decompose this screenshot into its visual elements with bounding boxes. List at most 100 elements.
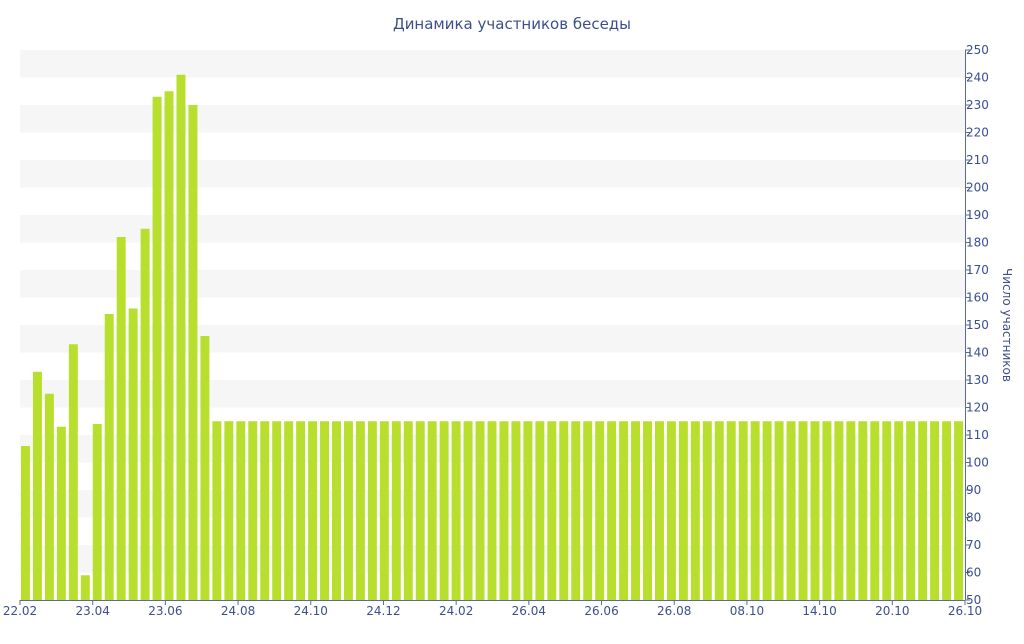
bar [786,421,796,600]
bar [140,228,150,600]
bar [595,421,605,600]
bar [906,421,916,600]
y-tick-label: 150 [966,318,989,332]
bar [200,336,210,600]
bar [92,424,102,600]
bar [798,421,808,600]
bar [894,421,904,600]
x-tick-label: 14.10 [802,604,836,618]
bar [248,421,258,600]
y-tick-label: 110 [966,428,989,442]
y-tick-label: 190 [966,208,989,222]
bar [511,421,521,600]
grid-band [20,325,965,353]
y-tick-label: 200 [966,181,989,195]
y-tick-label: 90 [966,483,981,497]
grid-band [20,215,965,243]
bar [631,421,641,600]
x-tick-label: 24.12 [366,604,400,618]
bar [272,421,282,600]
grid-band [20,380,965,408]
y-tick-label: 160 [966,291,989,305]
bar [547,421,557,600]
bar [343,421,353,600]
bar [152,96,162,600]
bar [296,421,306,600]
bar [355,421,365,600]
bar [475,421,485,600]
grid-band [20,105,965,133]
bar [702,421,712,600]
bar [714,421,724,600]
bar [954,421,963,600]
bar [774,421,784,600]
x-tick-label: 08.10 [730,604,764,618]
chart-title: Динамика участников беседы [393,15,631,33]
bar [284,421,294,600]
bar [762,421,772,600]
bars [21,74,963,600]
bar [32,371,42,600]
bar [523,421,533,600]
bar [930,421,940,600]
y-tick-label: 140 [966,346,989,360]
y-tick-label: 180 [966,236,989,250]
bar [870,421,880,600]
bar [379,421,389,600]
bar [391,421,401,600]
bar [918,421,928,600]
y-tick-label: 220 [966,126,989,140]
y-tick-label: 210 [966,153,989,167]
y-tick-label: 250 [966,43,989,57]
bar [44,393,54,600]
bar [116,237,126,600]
bar [666,421,676,600]
x-tick-label: 24.10 [294,604,328,618]
bar [463,421,473,600]
bar [56,426,66,600]
bar [643,421,652,600]
bar [104,314,114,600]
axes: 50 60 70 80 90 100 110 120 130 140 150 160 170 180 190… [3,43,989,618]
bar [822,421,832,600]
bar [499,421,509,600]
bar [128,308,138,600]
bar [164,91,174,600]
bar [810,421,820,600]
bar [619,421,629,600]
x-tick-label: 24.02 [439,604,473,618]
y-tick-label: 230 [966,98,989,112]
x-tick-label: 20.10 [875,604,909,618]
y-tick-label: 100 [966,456,989,470]
bar [834,421,844,600]
bar [726,421,736,600]
x-tick-label: 26.06 [584,604,618,618]
bar [451,421,461,600]
bar [858,421,868,600]
bar [415,421,425,600]
bar [212,421,222,600]
bar [583,421,593,600]
bar [260,421,270,600]
y-tick-label: 50 [966,593,981,607]
y-axis-label: Число участников [1000,268,1014,382]
bar [654,421,664,600]
bar [535,421,545,600]
bar [21,446,30,600]
x-tick-label: 24.08 [221,604,255,618]
grid-band [20,270,965,298]
grid-band [20,160,965,188]
bar [487,421,497,600]
y-tick-label: 120 [966,401,989,415]
bar [403,421,413,600]
bar [439,421,449,600]
bar [882,421,892,600]
x-tick-label: 23.06 [148,604,182,618]
bar [559,421,569,600]
bar [320,421,330,600]
bar [68,344,78,600]
bar [571,421,581,600]
bar [738,421,748,600]
bar [750,421,760,600]
